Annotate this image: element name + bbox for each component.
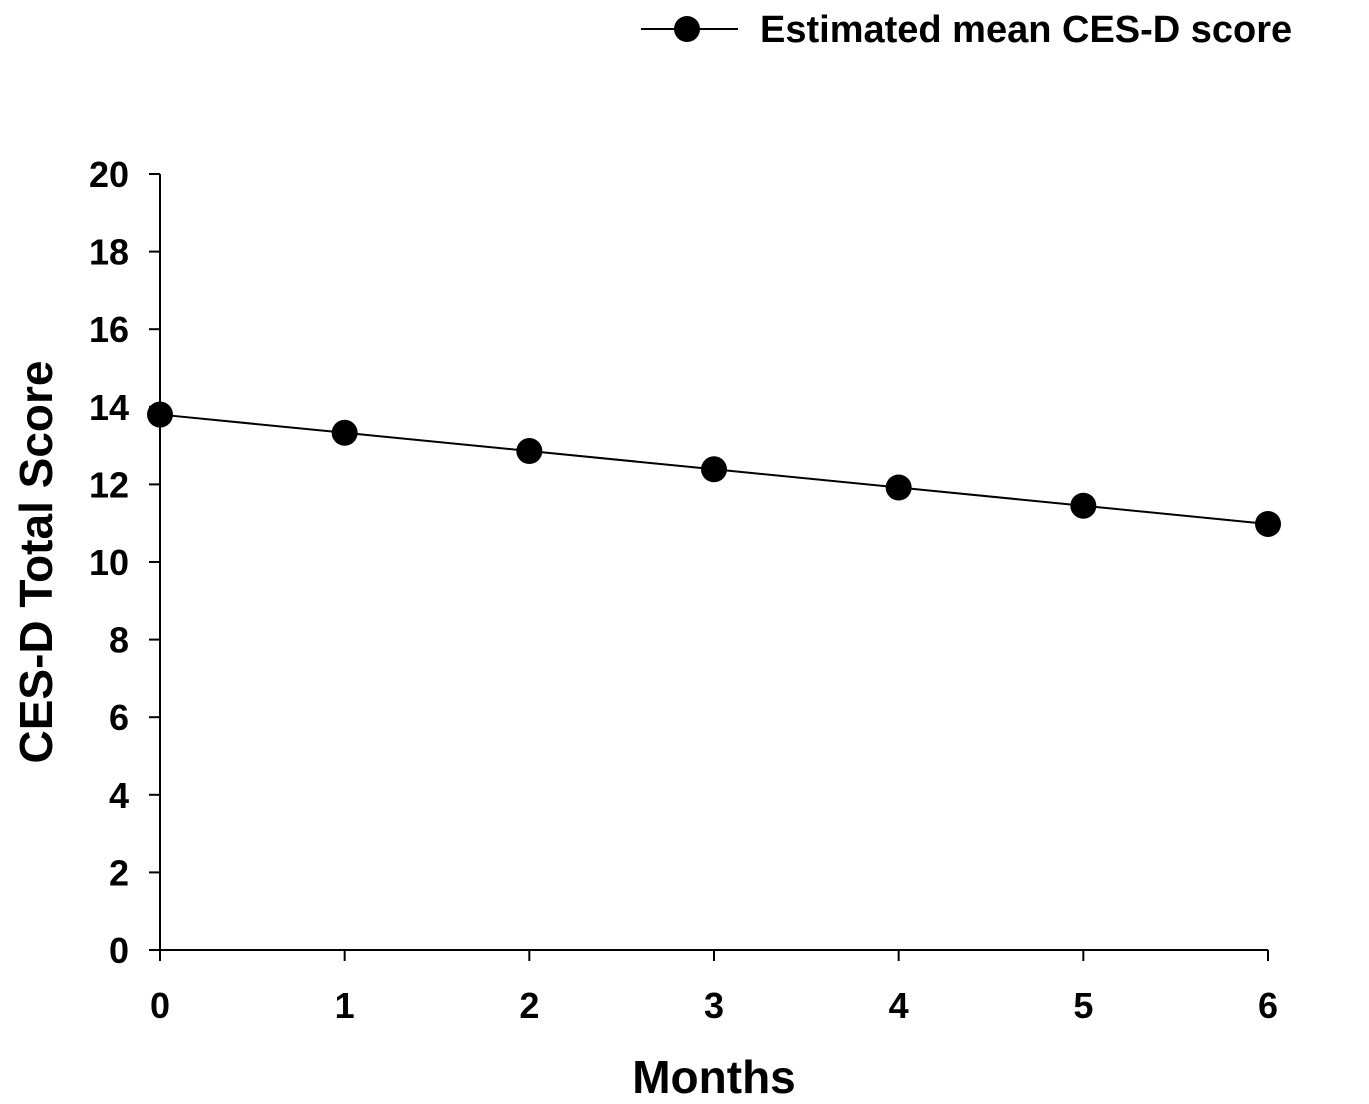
y-tick-label: 16	[89, 309, 129, 350]
data-point	[885, 474, 912, 501]
x-axis-title: Months	[632, 1051, 796, 1103]
x-tick-label: 4	[889, 985, 909, 1026]
y-tick-label: 10	[89, 542, 129, 583]
x-tick-label: 6	[1258, 985, 1278, 1026]
x-tick-label: 0	[150, 985, 170, 1026]
legend: Estimated mean CES-D score	[641, 9, 1292, 51]
y-tick-label: 0	[109, 930, 129, 971]
y-ticks: 0 2 4 6 8 10 12 14 16 18 20	[89, 154, 160, 971]
y-tick-label: 12	[89, 464, 129, 505]
y-axis-title: CES-D Total Score	[10, 361, 62, 764]
y-tick-label: 8	[109, 620, 129, 661]
x-tick-label: 1	[335, 985, 355, 1026]
x-ticks: 0 1 2 3 4 5 6	[150, 950, 1278, 1026]
x-tick-label: 3	[704, 985, 724, 1026]
y-tick-label: 18	[89, 232, 129, 273]
y-tick-label: 4	[109, 775, 129, 816]
series-group	[147, 401, 1281, 537]
y-tick-label: 14	[89, 387, 129, 428]
y-tick-label: 6	[109, 697, 129, 738]
legend-marker	[674, 16, 700, 42]
y-tick-label: 2	[109, 852, 129, 893]
data-point	[516, 438, 543, 465]
x-tick-label: 5	[1073, 985, 1093, 1026]
data-point	[1070, 492, 1097, 519]
data-point	[331, 419, 358, 446]
y-tick-label: 20	[89, 154, 129, 195]
data-point	[147, 401, 173, 428]
data-point	[1255, 510, 1281, 537]
x-tick-label: 2	[519, 985, 539, 1026]
legend-label: Estimated mean CES-D score	[760, 9, 1292, 51]
data-point	[701, 456, 727, 483]
